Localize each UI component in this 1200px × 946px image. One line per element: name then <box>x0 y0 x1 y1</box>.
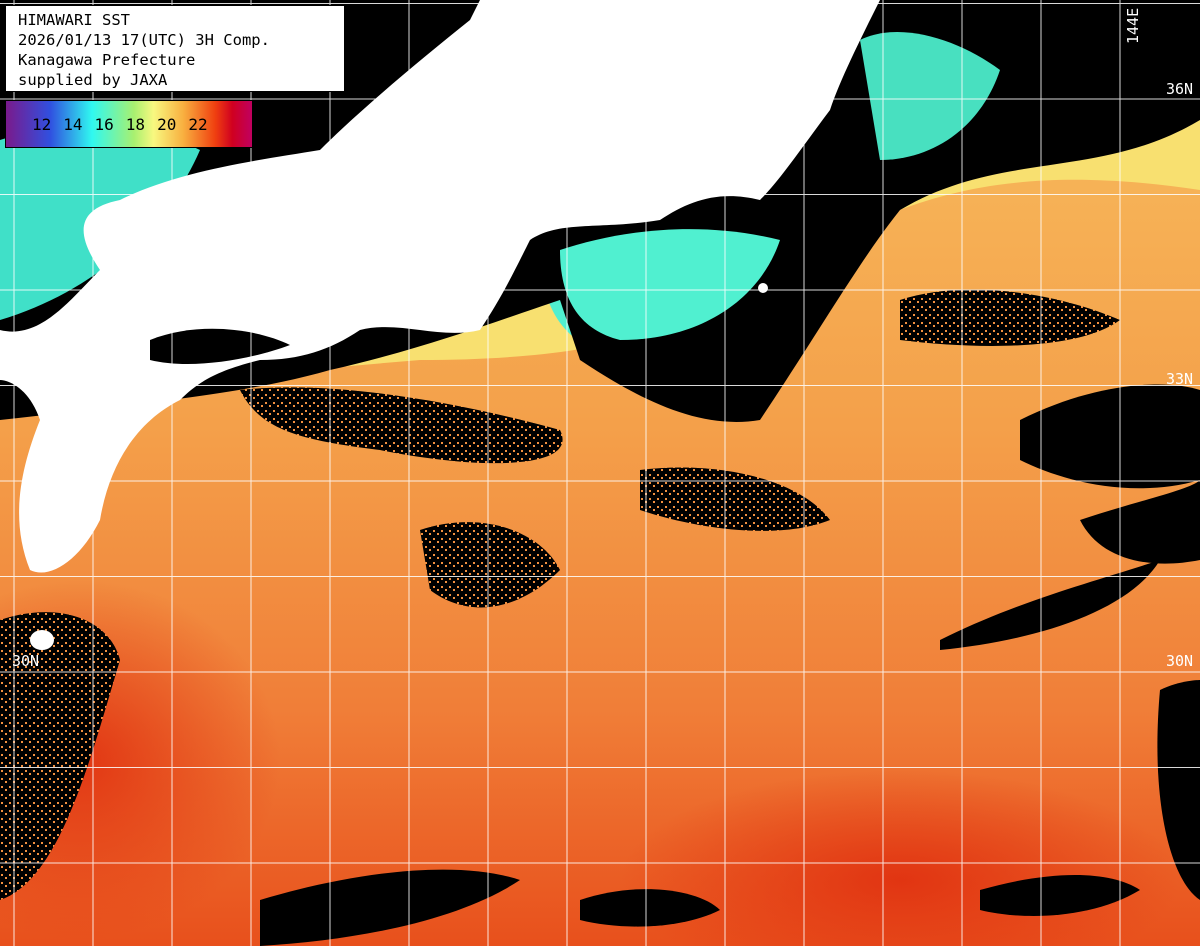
island <box>758 283 768 293</box>
title: HIMAWARI SST <box>18 11 130 29</box>
legend-tick: 14 <box>63 114 83 134</box>
no-data-area <box>640 467 830 531</box>
legend-tick: 18 <box>125 114 146 134</box>
legend-tick: 16 <box>94 114 114 134</box>
no-data-area <box>980 875 1140 916</box>
no-data-area <box>240 387 563 464</box>
no-data-area <box>260 869 520 946</box>
no-data-area <box>1080 480 1200 564</box>
lon-label-136e: 136E <box>484 25 502 62</box>
lat-label-30n-left: 30N <box>12 652 40 670</box>
no-data-area <box>420 522 560 608</box>
legend-tick: 20 <box>157 114 177 134</box>
no-data-area <box>0 612 120 900</box>
inland-sea <box>150 328 290 365</box>
credit: supplied by JAXA <box>18 71 168 89</box>
no-data-area <box>900 289 1120 346</box>
no-data-area <box>1020 384 1200 489</box>
lat-label-36n-right: 36N <box>1166 80 1194 98</box>
lat-label-33n-left: 33N <box>12 370 40 388</box>
cold-water <box>860 31 1000 160</box>
no-data-area <box>940 560 1160 650</box>
color-scale-legend: 12 14 16 18 20 22 <box>5 100 253 148</box>
provider: Kanagawa Prefecture <box>18 51 196 69</box>
timestamp: 2026/01/13 17(UTC) 3H Comp. <box>18 31 270 49</box>
legend-tick: 12 <box>32 114 52 134</box>
info-box: HIMAWARI SST 2026/01/13 17(UTC) 3H Comp.… <box>5 5 345 92</box>
island <box>30 630 54 650</box>
land-honshu-shikoku-kyushu <box>0 0 880 573</box>
legend-tick: 22 <box>188 114 208 134</box>
no-data-area <box>1157 680 1200 900</box>
lat-label-30n-right: 30N <box>1166 652 1194 670</box>
no-data-area <box>580 889 720 927</box>
lon-label-144e: 144E <box>1124 7 1142 44</box>
lat-label-33n-right: 33N <box>1166 370 1194 388</box>
